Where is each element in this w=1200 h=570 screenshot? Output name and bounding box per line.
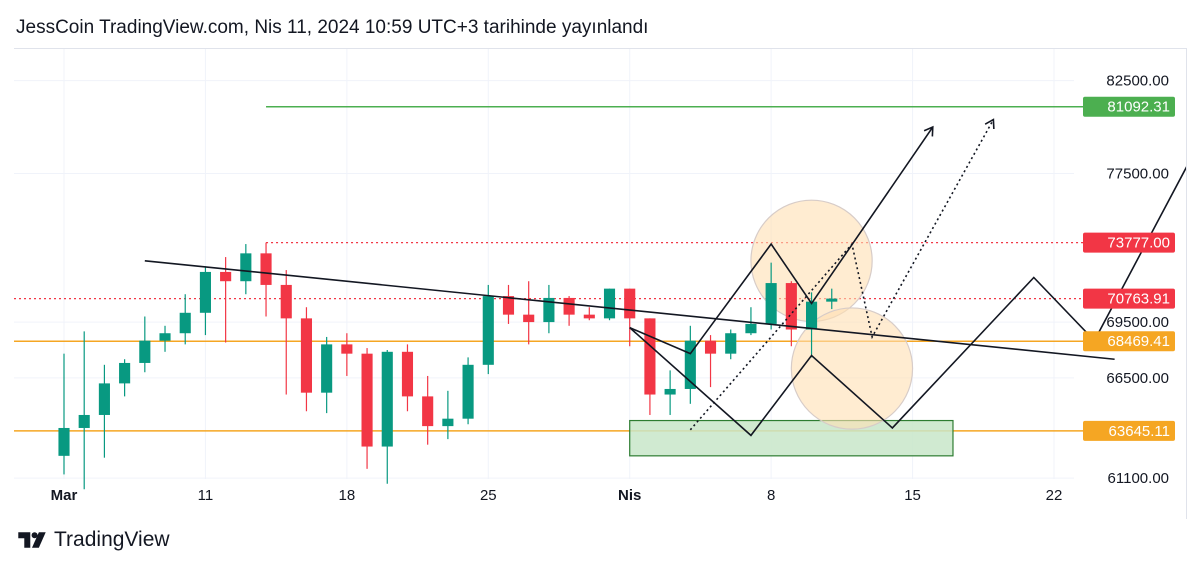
- candle-body-up: [805, 301, 818, 330]
- price-label-text: 70763.91: [1107, 291, 1170, 308]
- candle-body-up: [98, 383, 110, 415]
- price-label-text: 81092.31: [1107, 99, 1170, 116]
- footer: TradingView: [16, 528, 170, 552]
- candle-body-down: [401, 351, 414, 397]
- descending-trendline: [144, 259, 1115, 361]
- x-axis-tick-label: 11: [198, 487, 214, 504]
- candle-body-up: [462, 364, 474, 419]
- candle-body-down: [220, 271, 232, 282]
- y-axis-tick-label: 61100.00: [1108, 470, 1169, 487]
- price-label-badge: [1083, 288, 1175, 309]
- candle-body-down: [502, 296, 515, 315]
- candle-body-up: [179, 312, 191, 334]
- candle-body-up: [684, 340, 696, 389]
- publication-header: JessCoin TradingView.com, Nis 11, 2024 1…: [16, 17, 649, 38]
- price-label-badge: [1083, 96, 1175, 117]
- candle-body-down: [624, 288, 636, 319]
- candle-body-down: [280, 284, 292, 319]
- y-axis-tick-label: 82500.00: [1106, 73, 1169, 90]
- x-axis-tick-label: 8: [767, 487, 775, 504]
- x-axis-tick-label: 22: [1046, 487, 1063, 504]
- candle-body-up: [543, 297, 555, 323]
- candle-body-down: [361, 353, 373, 447]
- candle-body-down: [341, 344, 353, 354]
- chart-frame: 82500.00 77500.00 69500.00 66500.00 61100.00…: [14, 48, 1200, 519]
- candle-body-down: [260, 253, 272, 285]
- price-label-text: 68469.41: [1107, 333, 1170, 350]
- candle-body-up: [240, 253, 252, 282]
- candle-body-up: [725, 333, 737, 354]
- candle-body-up: [58, 427, 70, 456]
- candle-body-up: [159, 333, 171, 341]
- candle-body-up: [442, 418, 454, 427]
- candle-body-down: [785, 283, 797, 330]
- price-label-badge: [1083, 420, 1175, 441]
- candle-body-up: [603, 288, 616, 319]
- candle-body-up: [78, 414, 90, 428]
- candle-body-up: [139, 340, 151, 363]
- candle-body-down: [644, 318, 656, 395]
- candle-body-down: [300, 318, 313, 393]
- x-axis-tick-label: 25: [480, 487, 497, 504]
- price-label-text: 63645.11: [1109, 423, 1170, 440]
- candle-body-up: [745, 323, 757, 334]
- candle-body-down: [422, 396, 434, 427]
- candle-body-down: [523, 314, 535, 323]
- candle-body-up: [119, 362, 131, 384]
- candle-body-up: [381, 351, 393, 447]
- candle-body-up: [199, 271, 211, 313]
- candle-body-down: [704, 340, 717, 354]
- price-chart[interactable]: 82500.00 77500.00 69500.00 66500.00 61100.00…: [14, 49, 1200, 519]
- candle-body-down: [563, 297, 575, 315]
- candle-body-up: [664, 388, 676, 395]
- x-axis-tick-label: 18: [339, 487, 356, 504]
- demand-zone-box: [629, 419, 954, 457]
- footer-brand: TradingView: [54, 528, 170, 551]
- y-axis-tick-label: 69500.00: [1106, 314, 1169, 331]
- x-axis-tick-label: Mar: [51, 487, 78, 504]
- candle-body-up: [765, 283, 777, 324]
- price-label-text: 73777.00: [1107, 235, 1170, 252]
- candle-body-up: [321, 344, 333, 393]
- tradingview-logo-icon: [18, 532, 46, 548]
- highlight-circle: [790, 307, 914, 430]
- y-axis-tick-label: 66500.00: [1106, 370, 1169, 387]
- candle-body-up: [826, 298, 838, 302]
- candle-body-down: [583, 314, 595, 319]
- projection-path-dotted: [689, 118, 995, 431]
- candle-body-up: [482, 296, 494, 365]
- x-axis-tick-label: Nis: [618, 487, 641, 504]
- price-label-badge: [1083, 232, 1175, 253]
- price-label-badge: [1083, 331, 1175, 352]
- y-axis-tick-label: 77500.00: [1106, 165, 1169, 182]
- x-axis-tick-label: 15: [904, 487, 921, 504]
